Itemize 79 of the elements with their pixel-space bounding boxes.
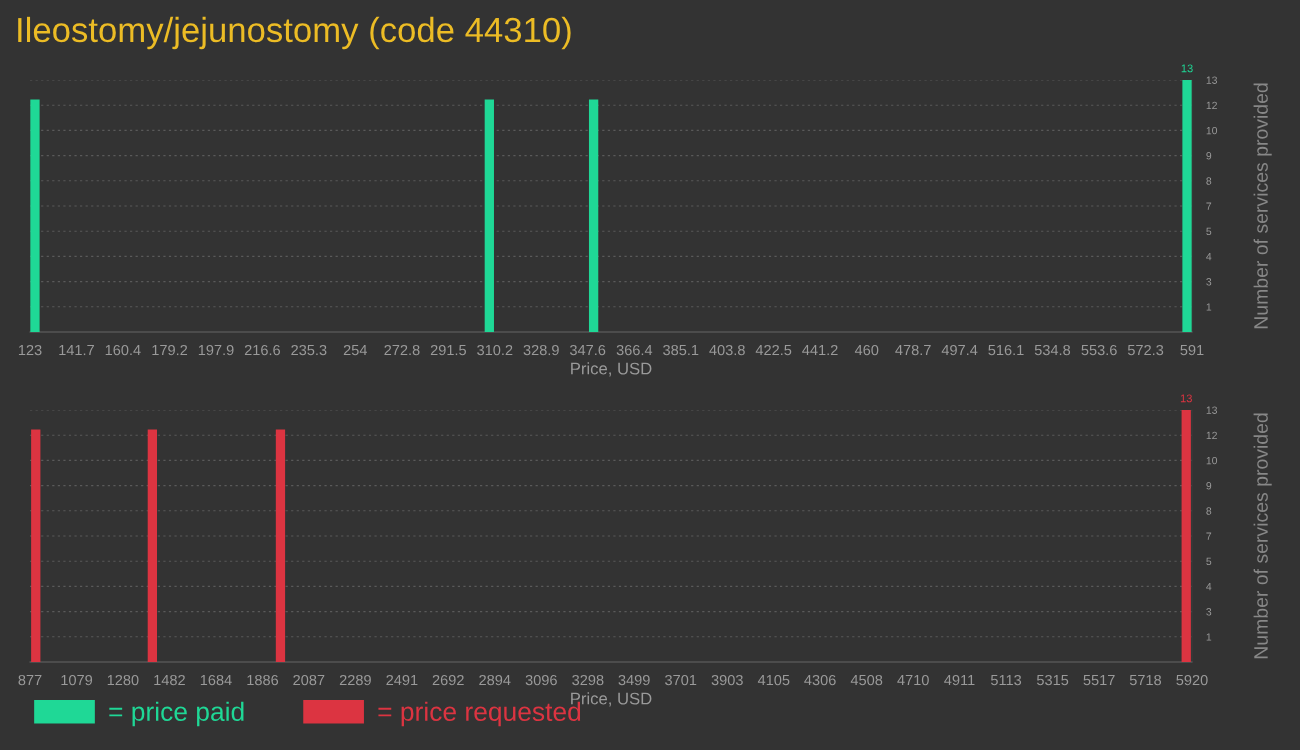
y-tick-label: 7	[1206, 532, 1212, 540]
x-tick-label: 1280	[107, 674, 139, 686]
x-tick-label: 216.6	[244, 344, 281, 356]
x-tick-label: 4105	[757, 674, 790, 686]
x-tick-label: 2894	[479, 674, 511, 686]
x-tick-label: 478.7	[895, 344, 931, 356]
x-tick-label: 1079	[61, 674, 93, 686]
x-tick-label: 4306	[804, 674, 836, 686]
y-tick-label: 9	[1206, 482, 1212, 490]
x-tick-label: 572.3	[1127, 344, 1164, 356]
y-tick-label: 4	[1206, 253, 1212, 261]
x-tick-label: 5517	[1083, 675, 1115, 686]
x-tick-label: 2087	[293, 674, 325, 686]
x-tick-label: 403.8	[709, 344, 745, 356]
x-tick-label: 160.4	[105, 344, 141, 356]
y-axis-title: Number of services provided	[1253, 83, 1272, 329]
y-tick-label: 7	[1206, 202, 1212, 210]
x-tick-label: 197.9	[198, 344, 234, 356]
x-tick-label: 3298	[572, 674, 604, 686]
y-tick-label: 1	[1206, 633, 1212, 641]
y-tick-label: 3	[1206, 608, 1212, 616]
x-tick-label: 385.1	[663, 344, 699, 356]
x-tick-label: 347.6	[569, 344, 606, 356]
x-tick-label: 497.4	[941, 344, 978, 356]
x-tick-label: 3701	[665, 674, 697, 686]
y-tick-label: 4	[1206, 583, 1212, 591]
x-tick-label: 179.2	[152, 344, 188, 356]
x-tick-label: 272.8	[384, 344, 420, 356]
x-axis-title: Price, USD	[571, 362, 652, 377]
x-tick-label: 123	[18, 344, 42, 356]
x-tick-label: 2692	[432, 674, 464, 686]
y-tick-label: 10	[1206, 456, 1218, 465]
y-tick-label: 5	[1206, 227, 1212, 236]
chart-title: Ileostomy/jejunostomy (code 44310)	[18, 16, 571, 50]
y-tick-label: 13	[1206, 406, 1218, 414]
y-tick-label: 5	[1206, 557, 1212, 566]
x-tick-label: 366.4	[616, 344, 653, 356]
legend-label: = price paid	[109, 701, 244, 727]
x-tick-label: 5315	[1036, 674, 1069, 686]
x-tick-label: 591	[1180, 344, 1204, 356]
y-tick-label: 12	[1206, 101, 1217, 109]
x-tick-label: 516.1	[988, 344, 1024, 356]
y-tick-label: 8	[1206, 507, 1212, 515]
x-tick-label: 460	[854, 344, 879, 356]
y-tick-label: 10	[1206, 126, 1218, 135]
y-tick-label: 9	[1206, 152, 1212, 160]
y-tick-label: 8	[1206, 177, 1212, 185]
x-tick-label: 2289	[339, 674, 371, 686]
x-tick-label: 4911	[944, 674, 975, 686]
x-tick-label: 328.9	[523, 344, 559, 356]
x-tick-label: 3499	[618, 674, 650, 686]
x-tick-label: 877	[18, 674, 42, 686]
y-axis-title: Number of services provided	[1253, 413, 1272, 659]
x-tick-label: 141.7	[59, 345, 94, 356]
y-tick-label: 3	[1206, 278, 1212, 286]
x-tick-label: 5920	[1176, 674, 1208, 686]
x-tick-label: 235.3	[291, 344, 327, 356]
y-tick-label: 13	[1206, 76, 1218, 84]
x-tick-label: 5113	[990, 674, 1022, 686]
x-tick-label: 310.2	[477, 344, 513, 356]
x-tick-label: 5718	[1129, 674, 1162, 686]
x-tick-label: 291.5	[430, 344, 467, 356]
data-label: 13	[1180, 394, 1192, 403]
x-tick-label: 534.8	[1034, 344, 1071, 356]
data-label: 13	[1181, 64, 1193, 73]
x-tick-label: 254	[343, 344, 367, 356]
x-tick-label: 441.2	[802, 344, 838, 356]
x-tick-label: 3096	[525, 674, 557, 686]
x-tick-label: 1684	[200, 674, 232, 686]
x-tick-label: 422.5	[755, 344, 792, 356]
x-tick-label: 553.6	[1081, 344, 1117, 356]
y-tick-label: 1	[1206, 303, 1212, 311]
x-tick-label: 4508	[850, 674, 883, 686]
x-tick-label: 2491	[386, 674, 418, 686]
x-tick-label: 1482	[154, 674, 185, 686]
x-tick-label: 4710	[897, 674, 929, 686]
y-tick-label: 12	[1206, 431, 1217, 439]
x-tick-label: 3903	[711, 674, 743, 686]
x-tick-label: 1886	[247, 674, 279, 686]
